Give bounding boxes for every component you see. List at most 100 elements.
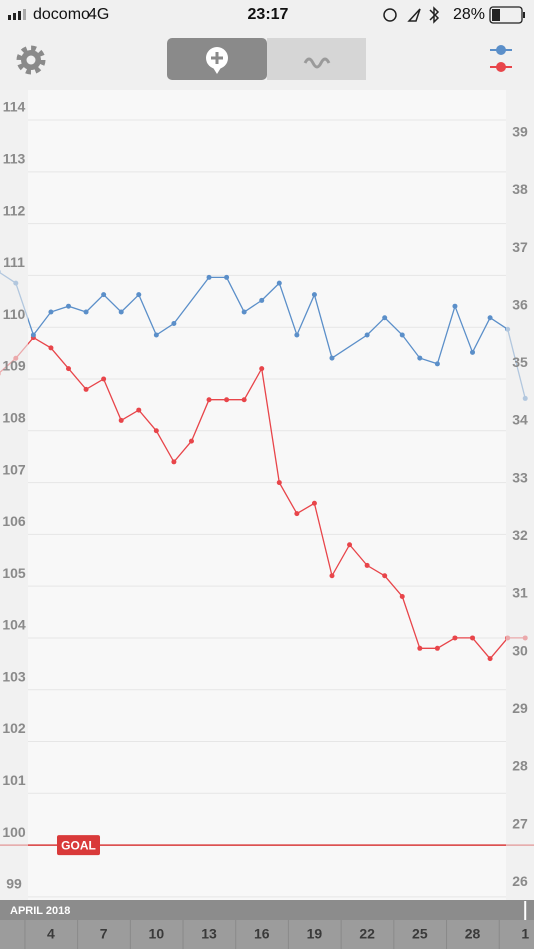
- status-icons: [383, 6, 440, 24]
- data-point: [311, 292, 317, 298]
- data-point: [417, 645, 423, 651]
- carrier: docomo: [33, 6, 90, 23]
- data-point: [188, 438, 194, 444]
- data-point: [118, 309, 124, 315]
- y-tick-label: 112: [3, 202, 26, 218]
- data-point: [66, 366, 72, 372]
- data-point: [294, 332, 300, 338]
- data-point: [241, 397, 247, 403]
- y2-tick-label: 39: [512, 123, 528, 139]
- data-point: [224, 397, 230, 403]
- y-tick-label: 99: [6, 876, 22, 892]
- wave-icon: [303, 57, 331, 69]
- y2-tick-label: 28: [512, 758, 528, 774]
- data-point: [101, 376, 107, 382]
- data-point: [66, 303, 72, 309]
- x-tick-label: 1: [521, 926, 529, 942]
- data-point: [259, 297, 265, 303]
- data-point: [171, 320, 177, 326]
- data-point: [452, 635, 458, 641]
- y-tick-label: 103: [2, 668, 26, 684]
- y2-tick-label: 32: [512, 527, 528, 543]
- signal: [8, 9, 26, 20]
- y-tick-label: 101: [2, 772, 26, 788]
- data-point: [434, 361, 440, 367]
- y2-tick-label: 31: [512, 585, 528, 601]
- data-point: [136, 292, 142, 298]
- clock: 23:17: [248, 6, 289, 23]
- x-tick-label: 7: [100, 926, 108, 942]
- series-toggle[interactable]: [490, 45, 512, 72]
- status-bar: [0, 0, 534, 30]
- y2-tick-label: 33: [512, 469, 528, 485]
- battery-level: 28%: [453, 6, 485, 23]
- data-point: [382, 315, 388, 321]
- x-tick-label: 19: [307, 926, 323, 942]
- data-point: [118, 417, 124, 423]
- y2-tick-label: 34: [512, 412, 528, 428]
- data-point: [347, 542, 353, 548]
- data-point: [470, 635, 476, 641]
- data-point: [417, 355, 423, 361]
- x-tick-label: 10: [149, 926, 165, 942]
- x-tick-label: 25: [412, 926, 428, 942]
- y-tick-label: 104: [2, 617, 26, 633]
- y2-tick-label: 29: [512, 700, 528, 716]
- y-tick-label: 105: [2, 565, 26, 581]
- pin-icon: [206, 47, 228, 74]
- y-tick-label: 110: [3, 306, 26, 322]
- data-point: [399, 594, 405, 600]
- month-label: APRIL 2018: [10, 905, 70, 917]
- data-point: [259, 366, 265, 372]
- battery: [489, 6, 525, 24]
- y-tick-label: 102: [2, 720, 26, 736]
- data-point: [329, 355, 335, 361]
- data-point: [364, 332, 370, 338]
- data-point: [48, 309, 54, 315]
- y-tick-label: 111: [3, 254, 25, 270]
- y2-tick-label: 27: [512, 815, 528, 831]
- x-tick-label: 4: [47, 926, 55, 942]
- data-point: [206, 397, 212, 403]
- network: 4G: [88, 6, 109, 23]
- data-point: [83, 386, 89, 392]
- data-point: [171, 459, 177, 465]
- data-point: [434, 645, 440, 651]
- x-tick-label: 22: [359, 926, 375, 942]
- data-point: [276, 480, 282, 486]
- day-bar: [0, 920, 534, 949]
- plot-area: [0, 90, 534, 900]
- y-tick-label: 114: [3, 99, 26, 115]
- y-tick-label: 106: [2, 513, 26, 529]
- data-point: [364, 562, 370, 568]
- settings-button[interactable]: [16, 45, 46, 75]
- trend-tab[interactable]: [267, 38, 366, 80]
- data-point: [206, 274, 212, 280]
- y-tick-label: 109: [2, 358, 26, 374]
- data-point: [30, 332, 36, 338]
- data-point: [311, 500, 317, 506]
- goal-label: GOAL: [61, 838, 96, 852]
- x-tick-label: 13: [201, 926, 217, 942]
- y2-tick-label: 36: [512, 296, 528, 312]
- y-tick-label: 113: [3, 151, 26, 167]
- x-tick-label: 28: [465, 926, 481, 942]
- data-point: [224, 274, 230, 280]
- y2-tick-label: 30: [512, 642, 528, 658]
- data-point: [101, 292, 107, 298]
- data-point: [382, 573, 388, 579]
- data-point: [48, 345, 54, 351]
- data-point: [452, 303, 458, 309]
- y2-tick-label: 38: [512, 181, 528, 197]
- left-axis-strip: [0, 90, 28, 900]
- data-point: [294, 511, 300, 517]
- y-tick-label: 108: [2, 409, 26, 425]
- data-point: [136, 407, 142, 413]
- data-point: [83, 309, 89, 315]
- y2-tick-label: 37: [512, 239, 528, 255]
- data-point: [487, 656, 493, 662]
- data-point: [470, 349, 476, 355]
- right-axis-strip: [506, 90, 534, 900]
- y-tick-label: 100: [2, 824, 26, 840]
